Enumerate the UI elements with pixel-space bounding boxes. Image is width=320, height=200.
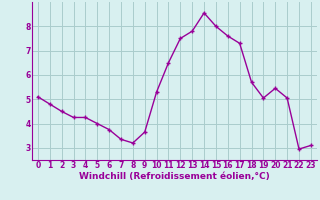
X-axis label: Windchill (Refroidissement éolien,°C): Windchill (Refroidissement éolien,°C) xyxy=(79,172,270,181)
